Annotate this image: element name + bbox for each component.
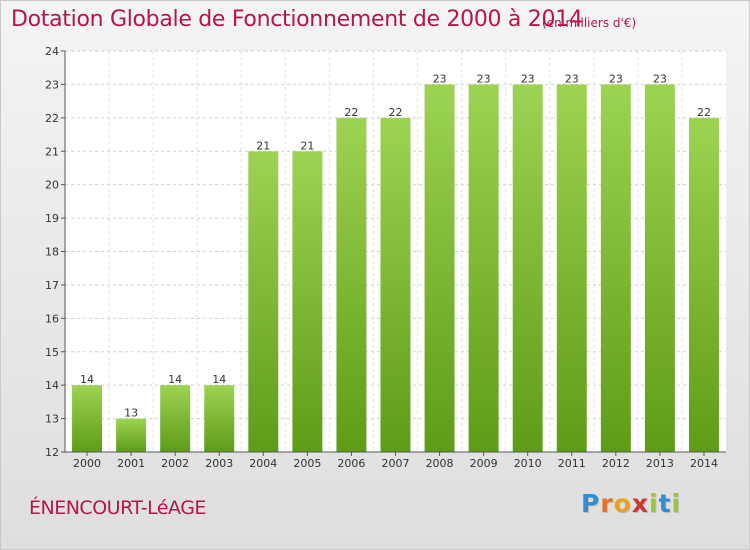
x-tick-label: 2010 <box>514 457 542 470</box>
logo-letter: o <box>613 489 632 518</box>
bar-2013 <box>644 84 675 453</box>
x-tick-label: 2009 <box>470 457 498 470</box>
bar-2005 <box>292 151 323 452</box>
axes <box>61 50 726 456</box>
y-tick-label: 14 <box>45 379 59 392</box>
data-label: 22 <box>344 106 358 119</box>
x-tick-label: 2003 <box>205 457 233 470</box>
x-tick-label: 2006 <box>337 457 365 470</box>
data-label: 23 <box>565 72 579 85</box>
logo-letter: i <box>649 489 659 518</box>
bars-group <box>72 84 719 453</box>
y-tick-label: 22 <box>45 112 59 125</box>
logo-letter: i <box>671 489 682 518</box>
bar-2008 <box>424 84 455 453</box>
y-tick-label: 23 <box>45 78 59 91</box>
bar-2004 <box>248 151 279 452</box>
x-tick-label: 2013 <box>646 457 674 470</box>
bar-2011 <box>556 84 587 453</box>
logo-letter: r <box>600 489 614 518</box>
data-label: 14 <box>168 373 182 386</box>
y-tick-label: 18 <box>45 246 59 259</box>
bar-2007 <box>380 117 411 452</box>
y-tick-label: 24 <box>45 45 59 58</box>
bar-2010 <box>512 84 543 453</box>
x-tick-label: 2005 <box>293 457 321 470</box>
data-label: 14 <box>212 373 226 386</box>
proxiti-logo: Proxiti <box>581 489 681 518</box>
y-tick-label: 21 <box>45 145 59 158</box>
x-tick-label: 2014 <box>690 457 718 470</box>
y-tick-label: 20 <box>45 179 59 192</box>
y-tick-label: 13 <box>45 413 59 426</box>
bar-2003 <box>204 385 235 452</box>
data-label: 13 <box>124 407 138 420</box>
bar-2014 <box>688 117 719 452</box>
bar-2009 <box>468 84 499 453</box>
bar-2012 <box>600 84 631 453</box>
x-tick-label: 2001 <box>117 457 145 470</box>
y-tick-label: 16 <box>45 312 59 325</box>
data-label: 23 <box>521 72 535 85</box>
commune-name: ÉNENCOURT-LéAGE <box>29 497 206 519</box>
data-label: 23 <box>477 72 491 85</box>
x-tick-label: 2011 <box>558 457 586 470</box>
data-label: 23 <box>609 72 623 85</box>
x-tick-label: 2008 <box>426 457 454 470</box>
data-label: 21 <box>300 139 314 152</box>
logo-letter: x <box>631 489 649 518</box>
y-tick-label: 17 <box>45 279 59 292</box>
y-tick-label: 15 <box>45 346 59 359</box>
data-label: 22 <box>389 106 403 119</box>
bar-2000 <box>72 385 103 452</box>
data-label: 22 <box>697 106 711 119</box>
logo-letter: t <box>658 489 672 518</box>
y-tick-label: 12 <box>45 446 59 459</box>
chart-title: Dotation Globale de Fonctionnement de 20… <box>11 7 583 32</box>
data-label: 23 <box>653 72 667 85</box>
y-tick-label: 19 <box>45 212 59 225</box>
data-label: 21 <box>256 139 270 152</box>
x-tick-label: 2012 <box>602 457 630 470</box>
chart-subtitle: (en milliers d'€) <box>542 16 637 30</box>
x-tick-label: 2004 <box>249 457 277 470</box>
x-tick-label: 2000 <box>73 457 101 470</box>
bar-2006 <box>336 117 367 452</box>
data-label: 23 <box>433 72 447 85</box>
data-label: 14 <box>80 373 94 386</box>
bar-2002 <box>160 385 191 452</box>
x-tick-label: 2007 <box>382 457 410 470</box>
logo-letter: P <box>581 489 601 518</box>
labels-group: 12 13 14 15 16 17 18 19 20 21 22 23 24 14 2000 13 2001 14… <box>45 45 718 470</box>
x-tick-label: 2002 <box>161 457 189 470</box>
bar-2001 <box>116 418 147 452</box>
